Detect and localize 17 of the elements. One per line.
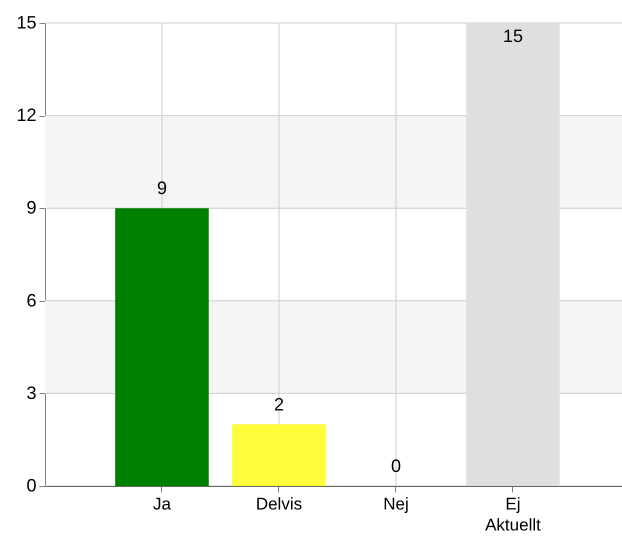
x-tick-label: Delvis xyxy=(256,494,302,514)
y-tick-label: 3 xyxy=(26,382,36,403)
x-tick-label: Ja xyxy=(152,494,172,514)
data-label: 0 xyxy=(390,456,401,476)
y-tick-label: 6 xyxy=(26,290,36,310)
y-tick-label: 9 xyxy=(26,198,36,218)
y-tick-label: 12 xyxy=(16,105,36,126)
y-tick-label: 15 xyxy=(16,12,36,32)
x-tick-label: Ej Aktuellt xyxy=(485,494,542,534)
data-label: 9 xyxy=(156,178,167,198)
bar xyxy=(232,424,326,486)
x-tick-label: Nej xyxy=(383,494,409,514)
data-label: 15 xyxy=(502,26,523,46)
y-tick-label: 0 xyxy=(26,476,36,496)
data-label: 2 xyxy=(274,394,284,414)
bar xyxy=(115,208,209,486)
bar xyxy=(466,23,560,486)
